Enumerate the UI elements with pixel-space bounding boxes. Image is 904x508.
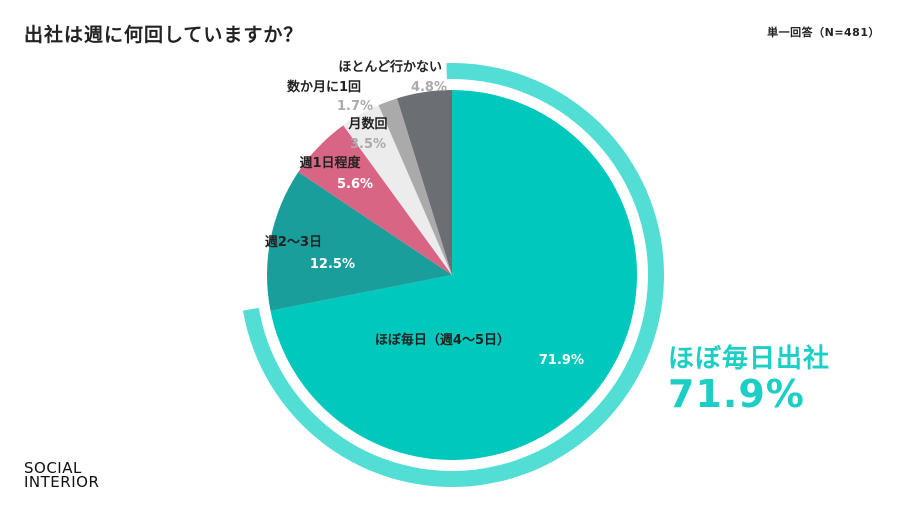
pie-slice [397,90,452,275]
brand-logo: SOCIAL INTERIOR [24,459,100,491]
slice-label: 週1日程度 [299,155,361,171]
slice-value-label: 1.7% [337,99,373,114]
sample-size-note: 単一回答（N=481） [767,26,880,39]
logo-line-2: INTERIOR [24,473,100,491]
slice-label: ほぼ毎日（週4〜5日） [375,332,510,348]
slice-value-label: 5.6% [337,177,373,192]
logo-line-1: SOCIAL [24,459,82,477]
pie-slice [267,171,452,311]
pie-slice [270,90,638,461]
pie-slice [378,98,452,275]
highlight-label: ほぼ毎日出社 [668,344,831,374]
highlight-value: 71.9% [668,372,805,416]
chart-title: 出社は週に何回していますか？ [24,24,304,46]
pie-slice [343,105,452,275]
slice-label: 週2〜3日 [265,235,322,250]
pie-slice [298,125,452,275]
slice-label: ほとんど行かない [338,59,442,75]
slice-label: 月数回 [347,116,387,132]
slice-value-label: 71.9% [539,353,584,368]
slice-value-label: 3.5% [350,137,386,152]
slice-value-label: 4.8% [411,80,447,95]
slice-label: 数か月に1回 [287,79,361,95]
slice-value-label: 12.5% [310,257,355,272]
